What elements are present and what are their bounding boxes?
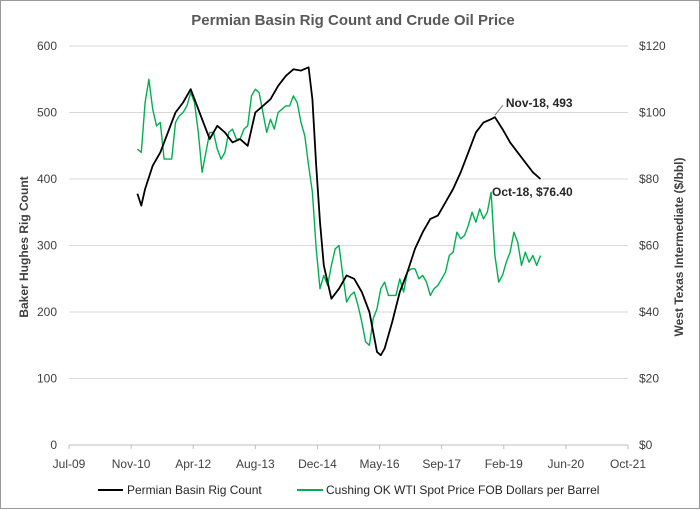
x-tick-label: May-16	[360, 457, 400, 471]
series-line-wti-price	[136, 78, 542, 346]
annotation-wti-price: Oct-18, $76.40	[492, 185, 573, 199]
x-tick-label: Nov-10	[112, 457, 151, 471]
left-tick-label: 600	[37, 39, 57, 53]
right-tick-label: $40	[639, 305, 659, 319]
x-tick-label: Dec-14	[298, 457, 337, 471]
x-tick-label: Oct-21	[610, 457, 646, 471]
x-tick-label: Feb-19	[485, 457, 523, 471]
right-axis-title: West Texas Intermediate ($/bbl)	[672, 158, 686, 337]
left-axis-ticks: 0 100 200 300 400 500 600	[37, 39, 57, 452]
left-tick-label: 300	[37, 239, 57, 253]
legend: Permian Basin Rig Count Cushing OK WTI S…	[98, 483, 599, 497]
right-tick-label: $120	[639, 39, 666, 53]
x-tick-label: Jul-09	[53, 457, 86, 471]
annotation-rig-peak: Nov-18, 493	[506, 96, 573, 110]
x-axis-ticks: Jul-09 Nov-10 Apr-12 Aug-13 Dec-14 May-16 Sep-…	[53, 445, 646, 471]
x-tick-label: Jun-20	[548, 457, 585, 471]
left-tick-label: 0	[50, 438, 57, 452]
legend-label-wti-price: Cushing OK WTI Spot Price FOB Dollars pe…	[326, 483, 599, 497]
right-tick-label: $60	[639, 239, 659, 253]
chart-title: Permian Basin Rig Count and Crude Oil Pr…	[191, 12, 514, 29]
right-tick-label: $100	[639, 106, 666, 120]
x-tick-label: Sep-17	[422, 457, 461, 471]
gridlines	[69, 45, 628, 379]
legend-label-rig-count: Permian Basin Rig Count	[127, 483, 262, 497]
left-tick-label: 100	[37, 372, 57, 386]
series-layer	[136, 66, 542, 357]
annotation-layer: Nov-18, 493 Oct-18, $76.40	[492, 96, 573, 199]
left-tick-label: 400	[37, 172, 57, 186]
left-tick-label: 200	[37, 305, 57, 319]
right-tick-label: $20	[639, 372, 659, 386]
x-tick-label: Aug-13	[236, 457, 275, 471]
series-line-rig-count	[136, 66, 542, 357]
left-axis-title: Baker Hughes Rig Count	[17, 176, 31, 317]
right-tick-label: $0	[639, 438, 653, 452]
right-tick-label: $80	[639, 172, 659, 186]
annotation-leader-line	[494, 104, 504, 116]
x-tick-label: Apr-12	[175, 457, 211, 471]
right-axis-ticks: $0 $20 $40 $60 $80 $100 $120	[639, 39, 666, 452]
left-tick-label: 500	[37, 106, 57, 120]
